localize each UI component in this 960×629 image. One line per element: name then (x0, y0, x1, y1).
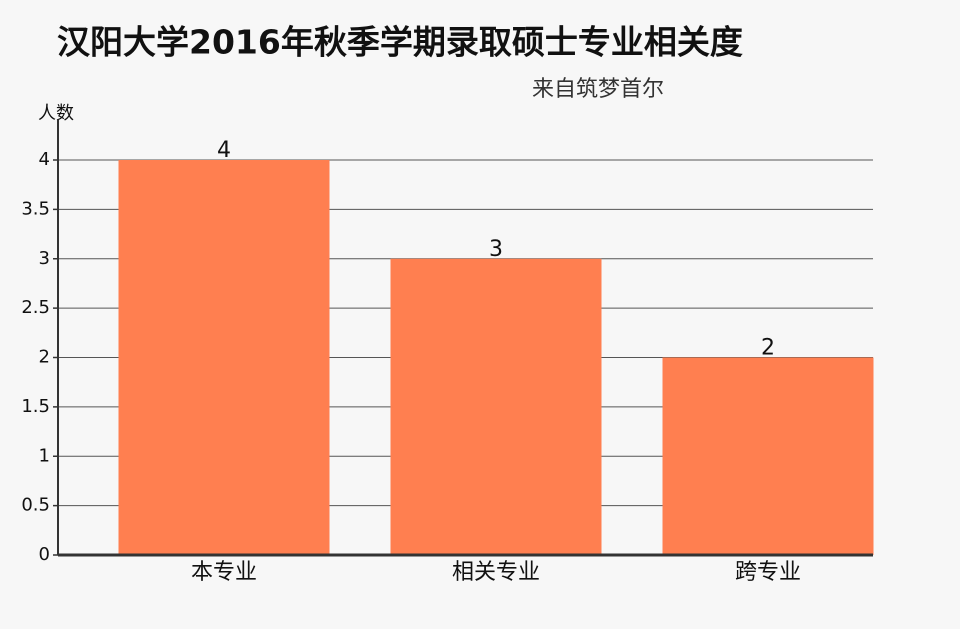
chart-subtitle: 来自筑梦首尔 (532, 77, 664, 102)
bar (390, 258, 602, 555)
data-label: 3 (489, 237, 503, 262)
y-tick-label: 3 (39, 248, 50, 269)
bar (118, 160, 330, 555)
x-tick-label: 本专业 (191, 560, 257, 585)
y-tick-label: 1 (39, 445, 50, 466)
y-axis-label: 人数 (38, 103, 74, 124)
chart-title: 汉阳大学2016年秋季学期录取硕士专业相关度 (57, 23, 743, 62)
y-tick-label: 1.5 (21, 396, 50, 417)
x-tick-label: 跨专业 (735, 560, 801, 585)
y-tick-label: 3.5 (21, 198, 50, 219)
data-label: 4 (217, 138, 231, 163)
y-tick-label: 0 (39, 544, 50, 565)
y-tick-label: 2.5 (21, 297, 50, 318)
bar (662, 357, 874, 555)
x-tick-label: 相关专业 (452, 560, 540, 585)
y-tick-label: 2 (39, 347, 50, 368)
y-tick-label: 4 (39, 149, 50, 170)
y-tick-label: 0.5 (21, 495, 50, 516)
data-label: 2 (761, 336, 775, 361)
